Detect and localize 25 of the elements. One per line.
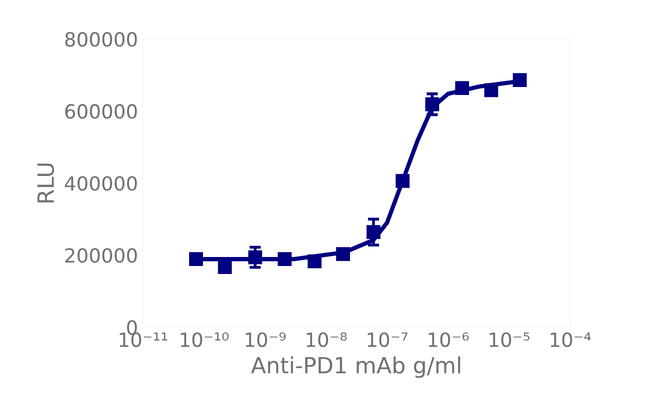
point xyxy=(308,254,322,268)
y-tick-label: 400000 xyxy=(64,176,137,191)
y-tick-label: 200000 xyxy=(65,248,137,263)
x-tick-label: 10⁻⁹ xyxy=(246,332,286,348)
point xyxy=(218,260,232,274)
x-tick-label: 10⁻⁷ xyxy=(368,332,408,348)
point xyxy=(512,73,527,88)
point xyxy=(455,81,470,95)
y-tick-label: 600000 xyxy=(65,104,137,119)
x-tick-label: 10⁻⁶ xyxy=(428,332,469,348)
point xyxy=(189,252,203,266)
x-tick-label: 10⁻⁴ xyxy=(550,332,591,348)
point xyxy=(396,174,410,188)
x-axis-title: Anti-PD1 mAb g/ml xyxy=(251,356,460,378)
x-tick-label: 10⁻⁸ xyxy=(306,332,347,348)
x-tick-label: 10⁻⁵ xyxy=(490,332,530,348)
y-axis-title: RLU xyxy=(38,164,54,202)
point xyxy=(248,250,262,264)
x-tick-label: 10⁻¹⁰ xyxy=(180,332,229,348)
point xyxy=(336,247,350,262)
y-tick-label: 800000 xyxy=(65,32,137,47)
point xyxy=(484,83,498,98)
point xyxy=(278,252,292,266)
point xyxy=(366,225,380,240)
point xyxy=(425,97,440,112)
